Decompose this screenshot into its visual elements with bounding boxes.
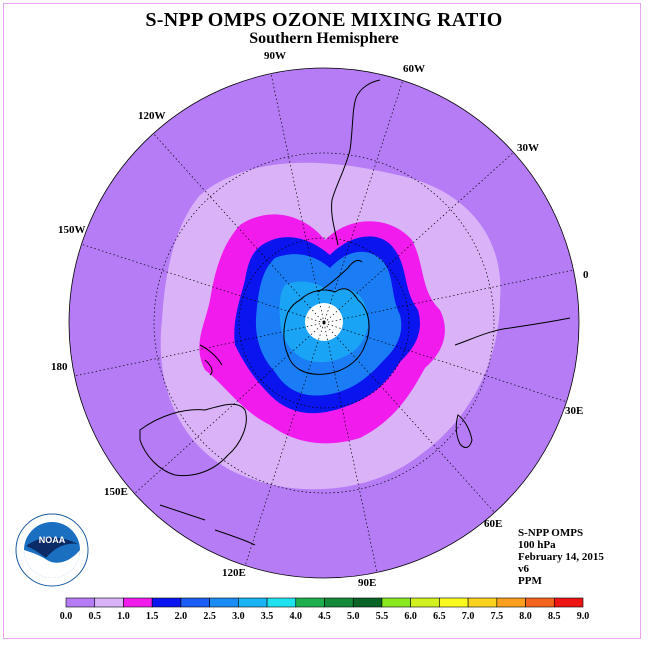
legend-swatch [94, 597, 124, 608]
legend-tick-label: 6.5 [433, 611, 446, 622]
legend-tick-label: 8.5 [548, 611, 561, 622]
legend-tick-label: 0.0 [60, 611, 73, 622]
legend-tick-label: 3.5 [261, 611, 274, 622]
lon-label-90w: 90W [264, 50, 286, 62]
lon-label-30w: 30W [517, 142, 539, 154]
legend-swatch [525, 597, 555, 608]
figure-frame [3, 3, 641, 639]
meridian-line [153, 133, 325, 324]
legend-swatch [410, 597, 440, 608]
legend-swatch [266, 597, 297, 608]
legend-swatch [352, 597, 383, 608]
color-legend: 0.0 0.5 1.0 1.5 2.0 2.5 3.0 3.5 4.0 4.5 5.0 5.5 6.0 6… [60, 597, 590, 622]
meridian-line [323, 152, 514, 324]
meridian-line [323, 322, 378, 573]
noaa-logo: NOAA [15, 513, 89, 587]
meridian-line [81, 243, 325, 324]
legend-tick-label: 2.5 [203, 611, 216, 622]
legend-tick-label: 1.5 [146, 611, 159, 622]
noaa-logo-text: NOAA [39, 535, 66, 545]
legend-swatch [238, 597, 268, 608]
latitude-circle [153, 152, 495, 494]
legend-swatch [381, 597, 411, 608]
legend-tick-label: 5.5 [376, 611, 389, 622]
coast-new-zealand [199, 344, 223, 376]
legend-swatch [496, 597, 526, 608]
meridian-line [323, 322, 567, 403]
legend-tick-label: 2.0 [175, 611, 188, 622]
legend-swatch [439, 597, 469, 608]
legend-tick-label: 6.0 [404, 611, 417, 622]
longitude-labels: 90W 60W 30W 0 30E 60E 90E 120E 150E 180 … [51, 50, 589, 589]
lon-label-150w: 150W [58, 224, 86, 236]
legend-tick-label: 1.0 [117, 611, 130, 622]
latitude-circle [238, 237, 410, 409]
coast-antarctica [283, 288, 370, 375]
map-subtitle: Southern Hemisphere [249, 30, 399, 47]
meridian-line [323, 80, 404, 324]
legend-swatch [467, 597, 498, 608]
legend-tick-label: 7.5 [491, 611, 504, 622]
info-date: February 14, 2015 [518, 551, 604, 563]
lon-label-60w: 60W [403, 63, 425, 75]
info-instrument: S-NPP OMPS [518, 527, 584, 539]
meridian-line [270, 73, 325, 324]
lon-label-30e: 30E [565, 405, 583, 417]
legend-swatch [123, 597, 153, 608]
info-block: S-NPP OMPS 100 hPa February 14, 2015 v6 … [518, 527, 604, 587]
legend-swatch [65, 597, 96, 608]
lon-label-150e: 150E [104, 486, 128, 498]
polar-map: 90W 60W 30W 0 30E 60E 90E 120E 150E 180 … [15, 50, 589, 589]
info-pressure-level: 100 hPa [518, 539, 556, 551]
legend-swatch [151, 597, 182, 608]
lon-label-180: 180 [51, 361, 68, 373]
legend-tick-label: 0.5 [88, 611, 101, 622]
coast-australia [139, 403, 247, 477]
info-version: v6 [518, 563, 529, 575]
coast-antarctic-peninsula [317, 259, 363, 293]
legend-swatch [324, 597, 354, 608]
meridian-line [244, 322, 325, 566]
meridian-line [134, 322, 325, 494]
info-units: PPM [518, 575, 542, 587]
legend-tick-label: 5.0 [347, 611, 360, 622]
legend-swatch [180, 597, 210, 608]
legend-swatch [295, 597, 325, 608]
legend-tick-label: 4.0 [290, 611, 303, 622]
lon-label-60e: 60E [484, 518, 502, 530]
meridian-line [323, 269, 574, 324]
coast-south-america [331, 79, 381, 246]
legend-tick-label: 9.0 [577, 611, 590, 622]
coast-africa [454, 317, 571, 346]
coast-madagascar [455, 414, 473, 448]
legend-swatch [209, 597, 239, 608]
legend-swatch [553, 597, 584, 608]
legend-tick-label: 8.0 [519, 611, 532, 622]
meridian-line [323, 322, 495, 513]
legend-tick-label: 4.5 [318, 611, 331, 622]
map-boundary [68, 67, 580, 579]
map-title: S-NPP OMPS OZONE MIXING RATIO [145, 9, 503, 31]
legend-tick-label: 7.0 [462, 611, 475, 622]
coastlines [139, 79, 571, 546]
lon-label-0: 0 [583, 269, 589, 281]
meridian-line [74, 322, 325, 377]
graticule [74, 73, 574, 573]
lon-label-120w: 120W [138, 110, 166, 122]
lon-label-90e: 90E [358, 577, 376, 589]
legend-tick-label: 3.0 [232, 611, 245, 622]
lon-label-120e: 120E [222, 567, 246, 579]
